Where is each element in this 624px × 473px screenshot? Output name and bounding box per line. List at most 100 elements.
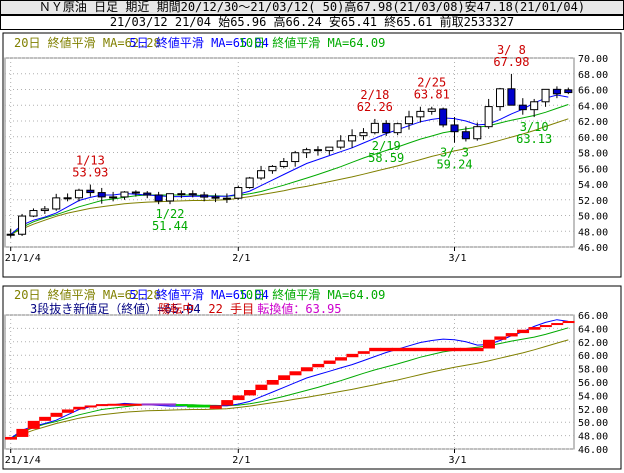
main-xtick-1: 2/1: [232, 253, 250, 264]
candle-body: [74, 189, 83, 199]
break-brick: [562, 321, 575, 324]
sub-ma10-line: [10, 327, 569, 439]
sub-xtick-2: 3/1: [449, 455, 467, 466]
candle-body: [86, 189, 95, 194]
candle-body: [211, 196, 220, 199]
main-ytick-3: 52.00: [578, 196, 608, 207]
candle-body: [18, 215, 27, 235]
annotation-date-5: 3/ 3: [440, 146, 469, 160]
main-ytick-11: 68.00: [578, 70, 608, 81]
break-brick: [27, 420, 40, 429]
annotation-value-6: 67.98: [493, 55, 529, 69]
break-brick: [107, 403, 120, 406]
break-info-title: 3段抜き新値足（終値）=65.04: [30, 301, 201, 316]
candle-body: [439, 108, 448, 126]
candle-body: [359, 132, 368, 137]
main-legend-1: 5日 終値平滑 MA=65.04: [129, 35, 268, 50]
candle-body: [416, 110, 425, 118]
break-brick: [152, 403, 165, 406]
main-ytick-0: 46.00: [578, 243, 608, 254]
break-brick: [551, 323, 564, 326]
annotation-date-2: 2/18: [360, 88, 389, 102]
break-brick: [380, 347, 393, 352]
break-brick: [300, 367, 313, 372]
sub-ytick-8: 62.00: [578, 338, 608, 349]
sub-ma20-line: [10, 339, 569, 439]
main-ytick-2: 50.00: [578, 212, 608, 223]
annotation-value-2: 62.26: [357, 100, 393, 114]
main-ytick-7: 60.00: [578, 133, 608, 144]
break-brick: [505, 333, 518, 337]
candle-body: [291, 152, 300, 163]
annotation-value-3: 58.59: [368, 151, 404, 165]
candle-body: [257, 170, 266, 179]
chart-info-header: ＮＹ原油 日足 期近 期間20/12/30～21/03/12( 50)高67.9…: [0, 0, 624, 15]
break-brick: [221, 400, 234, 406]
break-brick: [198, 404, 211, 408]
candle-body: [404, 116, 414, 125]
sub-ytick-9: 64.00: [578, 324, 608, 335]
annotation-value-1: 51.44: [152, 219, 188, 233]
break-brick: [266, 379, 279, 385]
sub-ytick-3: 52.00: [578, 405, 608, 416]
break-brick: [255, 384, 268, 391]
break-brick: [141, 403, 154, 406]
candle-body: [222, 197, 231, 200]
break-brick: [5, 436, 17, 440]
break-brick: [187, 404, 200, 408]
annotation-date-3: 2/19: [372, 139, 401, 153]
candle-body: [541, 88, 550, 103]
candle-body: [97, 192, 106, 198]
candle-body: [393, 123, 402, 134]
annotation-date-7: 3/10: [520, 120, 549, 134]
break-brick: [460, 347, 473, 352]
break-brick: [437, 347, 450, 352]
main-ytick-5: 56.00: [578, 164, 608, 175]
candle-body: [279, 161, 288, 167]
break-brick: [175, 404, 188, 407]
candle-body: [6, 233, 15, 236]
candle-body: [496, 88, 505, 108]
break-brick: [414, 347, 427, 352]
sub-legend-2: 10日 終値平滑 MA=64.09: [239, 287, 386, 302]
candle-body: [131, 191, 140, 194]
candle-body: [29, 210, 38, 217]
break-brick: [448, 347, 461, 352]
break-brick: [130, 403, 143, 406]
sub-xtick-1: 2/1: [232, 455, 250, 466]
break-brick: [335, 357, 347, 361]
candle-body: [188, 193, 197, 196]
candle-body: [63, 197, 72, 200]
candle-body: [336, 140, 345, 148]
candle-body: [313, 149, 322, 152]
main-ma20-line: [10, 118, 569, 235]
candle-body: [427, 108, 436, 112]
break-brick: [16, 428, 29, 437]
break-info-state: 陽転中: [158, 301, 194, 316]
candle-body: [564, 89, 573, 94]
candle-body: [120, 191, 129, 198]
candle-body: [200, 194, 209, 198]
candle-body: [177, 193, 186, 196]
break-brick: [61, 409, 74, 413]
candle-body: [507, 88, 516, 106]
sub-ytick-5: 56.00: [578, 378, 608, 389]
annotation-date-1: 1/22: [156, 207, 185, 221]
break-brick: [243, 390, 256, 396]
break-brick: [96, 404, 109, 407]
candle-body: [143, 192, 152, 196]
sub-legend-0: 20日 終値平滑 MA=62.28: [14, 287, 161, 302]
main-xtick-2: 3/1: [449, 253, 467, 264]
break-brick: [164, 403, 177, 406]
candle-body: [268, 165, 277, 172]
sub-ytick-6: 58.00: [578, 365, 608, 376]
main-ytick-10: 66.00: [578, 86, 608, 97]
break-brick: [528, 327, 541, 330]
candle-body: [552, 88, 561, 95]
break-brick: [278, 375, 291, 380]
annotation-value-4: 63.81: [414, 88, 450, 102]
candle-body: [52, 197, 61, 210]
sub-frame: [2, 285, 622, 470]
candle-body: [518, 104, 527, 111]
candle-body: [530, 101, 539, 111]
